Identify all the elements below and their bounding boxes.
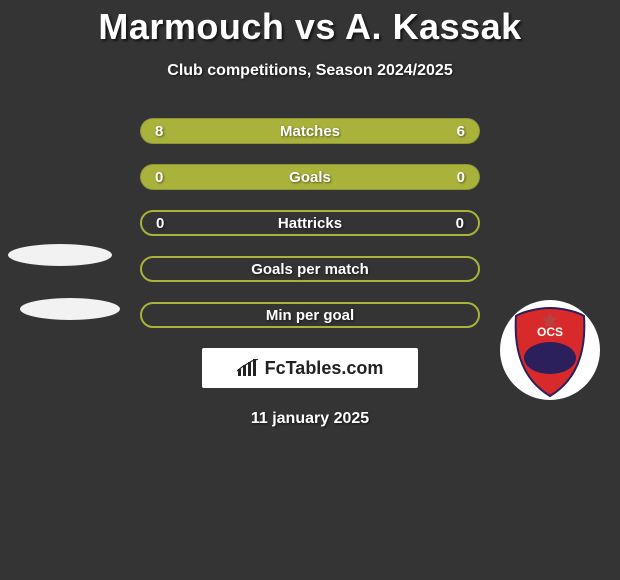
date-text: 11 january 2025 bbox=[0, 410, 620, 428]
stat-right-value: 0 bbox=[435, 169, 465, 186]
stat-row: 0Hattricks0 bbox=[140, 210, 480, 236]
badge-oval bbox=[524, 342, 576, 374]
stat-left-value: 0 bbox=[156, 215, 186, 232]
club-badge: OCS bbox=[500, 296, 600, 404]
brand-text: FcTables.com bbox=[265, 358, 384, 379]
stat-label: Hattricks bbox=[186, 215, 434, 232]
stat-left-value: 8 bbox=[155, 123, 185, 140]
bar-chart-icon bbox=[237, 359, 259, 377]
stat-rows-container: 8Matches60Goals00Hattricks0Goals per mat… bbox=[140, 118, 480, 328]
stat-label: Matches bbox=[185, 123, 435, 140]
stat-left-value: 0 bbox=[155, 169, 185, 186]
stat-row: Goals per match bbox=[140, 256, 480, 282]
stat-label: Goals bbox=[185, 169, 435, 186]
comparison-panel: 8Matches60Goals00Hattricks0Goals per mat… bbox=[0, 118, 620, 328]
brand-logo: FcTables.com bbox=[202, 348, 418, 388]
ellipse-placeholder bbox=[8, 244, 112, 266]
stat-label: Min per goal bbox=[186, 307, 434, 324]
stat-label: Goals per match bbox=[186, 261, 434, 278]
page-subtitle: Club competitions, Season 2024/2025 bbox=[0, 62, 620, 80]
stat-row: 8Matches6 bbox=[140, 118, 480, 144]
stat-right-value: 6 bbox=[435, 123, 465, 140]
stat-right-value: 0 bbox=[434, 215, 464, 232]
ellipse-placeholder bbox=[20, 298, 120, 320]
page-title: Marmouch vs A. Kassak bbox=[0, 0, 620, 48]
badge-letters: OCS bbox=[537, 325, 563, 339]
stat-row: Min per goal bbox=[140, 302, 480, 328]
stat-row: 0Goals0 bbox=[140, 164, 480, 190]
